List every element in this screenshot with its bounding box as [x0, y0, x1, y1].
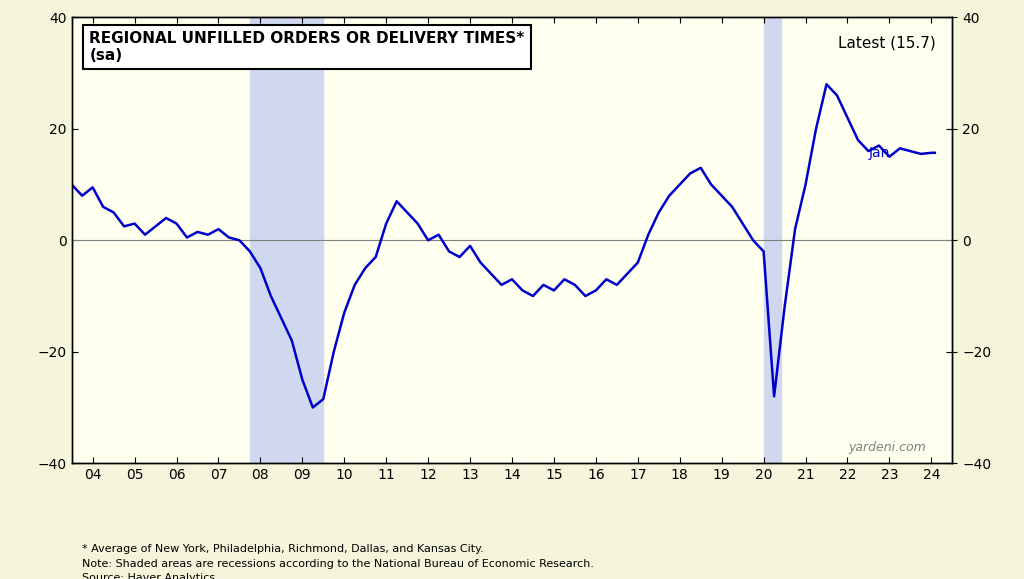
Text: Jan: Jan	[868, 146, 890, 160]
Text: Latest (15.7): Latest (15.7)	[838, 35, 936, 50]
Text: REGIONAL UNFILLED ORDERS OR DELIVERY TIMES*
(sa): REGIONAL UNFILLED ORDERS OR DELIVERY TIM…	[89, 31, 524, 63]
Text: Note: Shaded areas are recessions according to the National Bureau of Economic R: Note: Shaded areas are recessions accord…	[82, 559, 594, 569]
Text: yardeni.com: yardeni.com	[848, 441, 926, 455]
Bar	[250, 17, 324, 463]
Text: Source: Haver Analytics.: Source: Haver Analytics.	[82, 573, 219, 579]
Bar	[764, 17, 781, 463]
Text: * Average of New York, Philadelphia, Richmond, Dallas, and Kansas City.: * Average of New York, Philadelphia, Ric…	[82, 544, 483, 554]
